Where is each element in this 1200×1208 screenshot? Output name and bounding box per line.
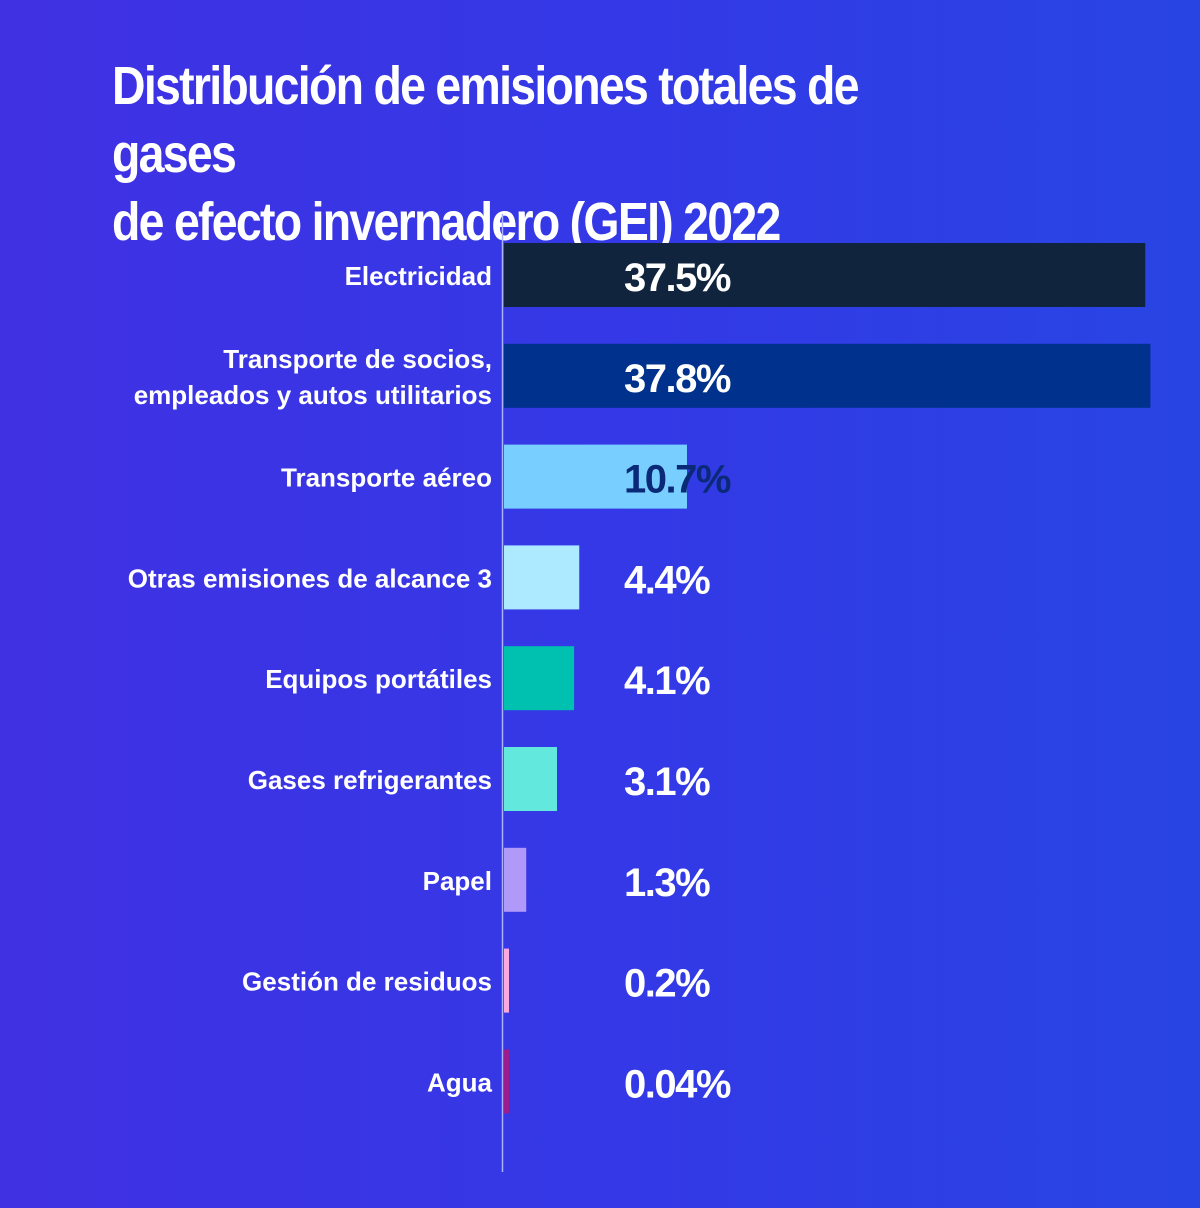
bar-1 xyxy=(504,343,1151,408)
chart-title-line-1: Distribución de emisiones totales de gas… xyxy=(112,56,860,184)
category-label-2: Transporte aéreo xyxy=(281,463,492,493)
value-label-2: 10.7% xyxy=(624,458,731,502)
category-label-line: Equipos portátiles xyxy=(265,664,492,694)
category-label-line: Gases refrigerantes xyxy=(248,765,492,795)
value-label-6: 1.3% xyxy=(624,861,710,905)
bar-6 xyxy=(504,847,527,912)
value-label-0: 37.5% xyxy=(624,256,731,300)
category-label-0: Electricidad xyxy=(345,261,492,291)
value-label-5: 3.1% xyxy=(624,760,710,804)
category-label-3: Otras emisiones de alcance 3 xyxy=(128,563,492,593)
bar-8 xyxy=(504,1049,509,1114)
bar-0 xyxy=(504,243,1146,307)
value-label-4: 4.1% xyxy=(624,659,710,703)
category-label-7: Gestión de residuos xyxy=(242,967,492,997)
category-label-line: Otras emisiones de alcance 3 xyxy=(128,563,492,593)
category-label-line: Transporte aéreo xyxy=(281,463,492,493)
category-label-line: Electricidad xyxy=(345,261,492,291)
bar-2 xyxy=(504,444,687,509)
category-label-4: Equipos portátiles xyxy=(265,664,492,694)
value-label-7: 0.2% xyxy=(624,962,710,1006)
bar-3 xyxy=(504,545,580,610)
category-label-line: Transporte de socios, xyxy=(223,344,492,374)
category-label-6: Papel xyxy=(423,866,492,896)
bar-4 xyxy=(504,646,575,711)
value-label-1: 37.8% xyxy=(624,357,731,401)
bar-7 xyxy=(504,948,509,1013)
chart-title-line-2: de efecto invernadero (GEI) 2022 xyxy=(112,192,781,252)
category-label-5: Gases refrigerantes xyxy=(248,765,492,795)
category-label-line: Agua xyxy=(427,1067,493,1097)
bar-5 xyxy=(504,747,558,811)
category-label-line: empleados y autos utilitarios xyxy=(134,380,492,410)
value-label-3: 4.4% xyxy=(624,558,710,602)
value-label-8: 0.04% xyxy=(624,1062,731,1106)
category-label-1: Transporte de socios, empleados y autos u… xyxy=(134,344,492,410)
chart-title: Distribución de emisiones totales de gas… xyxy=(112,52,972,256)
category-label-8: Agua xyxy=(427,1067,493,1097)
category-label-line: Gestión de residuos xyxy=(242,967,492,997)
category-label-line: Papel xyxy=(423,866,492,896)
